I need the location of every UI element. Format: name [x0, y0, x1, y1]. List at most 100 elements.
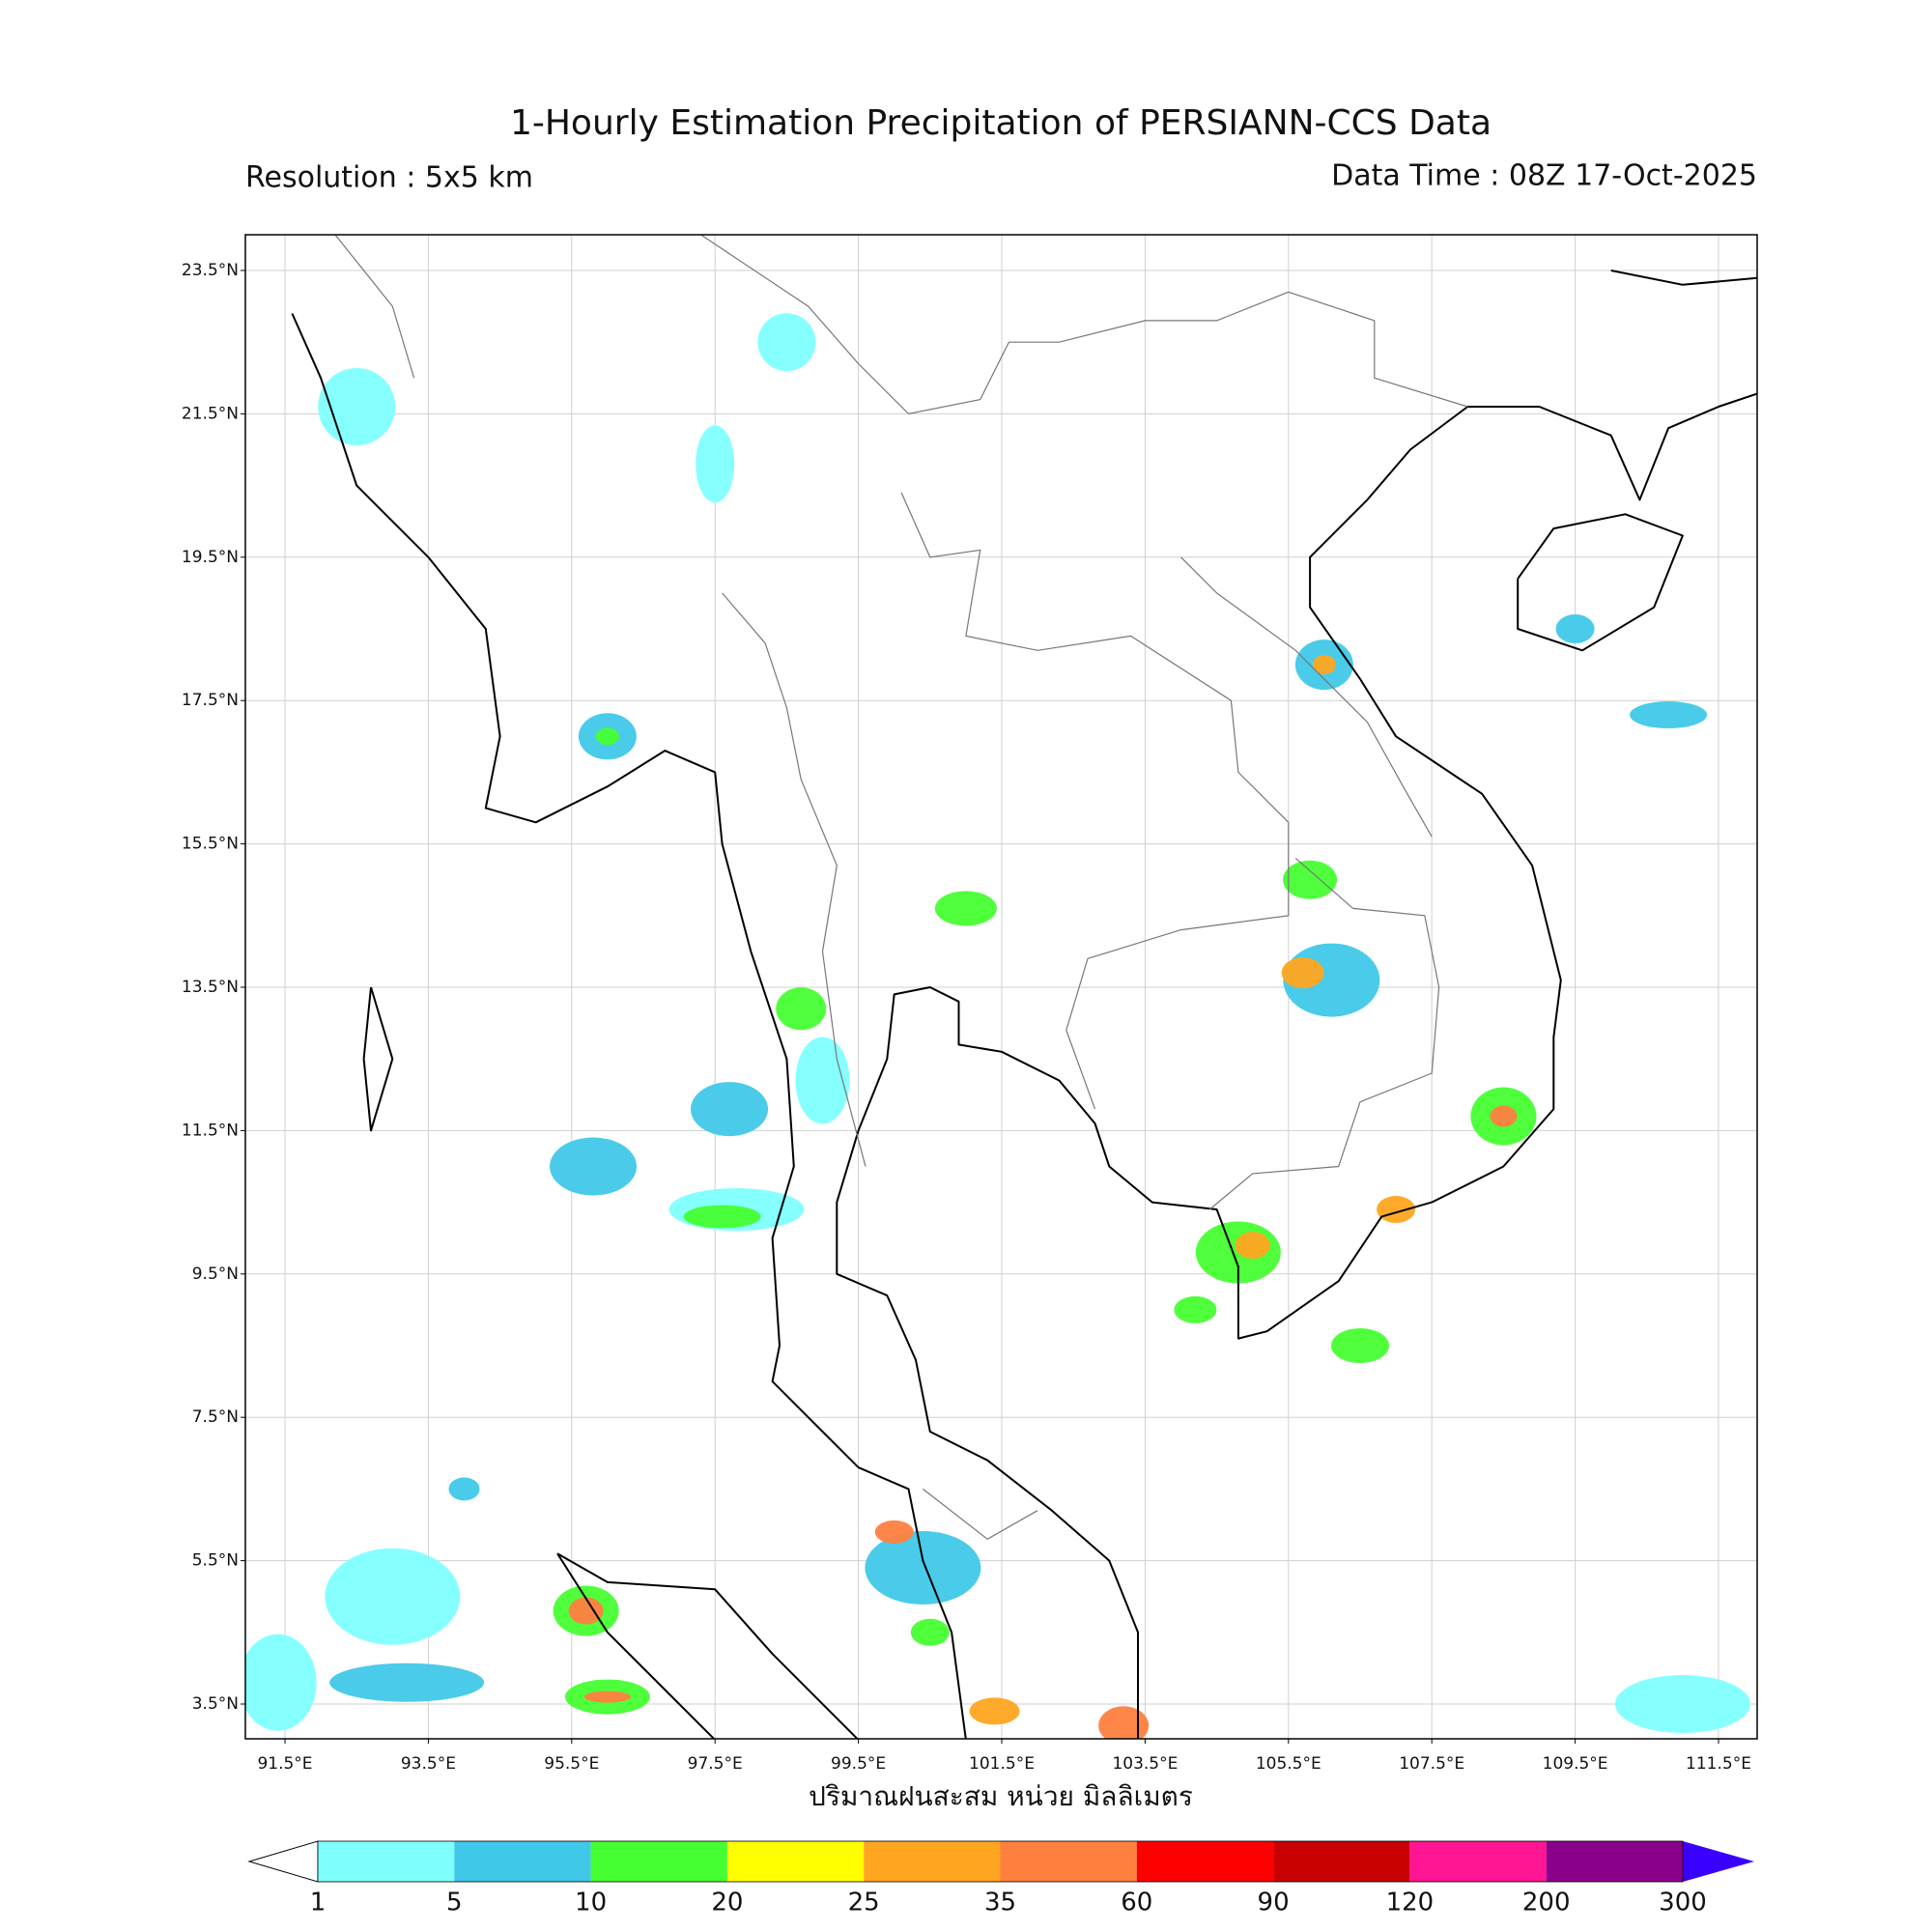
rain-cell — [1490, 1105, 1518, 1127]
rain-cell — [1331, 1328, 1389, 1363]
colorbar-label: 10 — [575, 1889, 607, 1918]
colorbar-label: 200 — [1522, 1889, 1571, 1918]
colorbar-label: 35 — [984, 1889, 1016, 1918]
rain-cell — [1555, 614, 1595, 643]
colorbar-segment — [726, 1841, 865, 1882]
lon-label: 109.5°E — [1543, 1754, 1608, 1774]
rain-cell — [1630, 701, 1708, 729]
colorbar-segment — [1136, 1841, 1274, 1882]
rain-cell — [1098, 1706, 1150, 1739]
lat-label: 11.5°N — [182, 1121, 239, 1140]
lat-label: 5.5°N — [192, 1551, 239, 1571]
coastline — [556, 1552, 859, 1739]
rain-cell — [595, 727, 619, 746]
rain-cell — [1174, 1295, 1217, 1323]
border — [923, 1488, 1038, 1541]
lon-label: 97.5°E — [688, 1754, 743, 1774]
lon-label: 111.5°E — [1686, 1754, 1751, 1774]
lat-label: 9.5°N — [192, 1264, 239, 1284]
rain-cell — [795, 1037, 850, 1124]
colorbar-segment — [590, 1841, 727, 1882]
lat-label: 21.5°N — [182, 404, 239, 423]
lat-label: 15.5°N — [182, 835, 239, 854]
x-axis-label: ปริมาณฝนสะสม หน่วย มิลลิเมตร — [809, 1780, 1193, 1812]
lat-label: 23.5°N — [182, 261, 239, 280]
rain-cell — [757, 313, 816, 372]
rain-cell — [1281, 957, 1324, 989]
colorbar-label: 20 — [711, 1889, 743, 1918]
rain-cell — [874, 1520, 914, 1544]
colorbar-label: 25 — [848, 1889, 880, 1918]
colorbar-segment — [1546, 1841, 1683, 1882]
lat-label: 7.5°N — [192, 1407, 239, 1427]
map-area: 23.5°N 21.5°N 19.5°N 17.5°N 15.5°N 13.5°N 11.5… — [182, 234, 1758, 1774]
title: 1-Hourly Estimation Precipitation of PER… — [510, 103, 1492, 143]
colorbar-segment — [864, 1841, 1001, 1882]
rain-cell — [325, 1548, 461, 1645]
colorbar-label: 5 — [446, 1889, 463, 1918]
rain-cell — [691, 1082, 769, 1137]
rain-cell — [1614, 1675, 1750, 1733]
data-time: Data Time : 08Z 17-Oct-2025 — [1331, 159, 1757, 193]
colorbar-segment — [318, 1841, 455, 1882]
rain-cell — [1312, 655, 1336, 675]
lon-label: 103.5°E — [1112, 1754, 1178, 1774]
border — [334, 235, 415, 379]
lat-label: 19.5°N — [182, 548, 239, 567]
coastline — [1517, 513, 1684, 652]
colorbar: 1 5 10 20 25 35 60 90 120 200 300 — [247, 1840, 1754, 1918]
rain-cell — [583, 1690, 631, 1703]
lon-label: 91.5°E — [257, 1754, 312, 1774]
coastline — [1610, 270, 1757, 286]
rain-cell — [865, 1531, 981, 1605]
rain-cell — [550, 1137, 638, 1196]
rain-cell — [1235, 1232, 1270, 1260]
rain-cell — [1283, 860, 1338, 899]
colorbar-label: 120 — [1386, 1889, 1435, 1918]
rain-cell — [696, 425, 735, 503]
lon-label: 95.5°E — [544, 1754, 599, 1774]
colorbar-outline — [317, 1840, 1684, 1883]
lon-label: 101.5°E — [969, 1754, 1035, 1774]
coastline — [362, 986, 394, 1132]
lon-label: 107.5°E — [1399, 1754, 1464, 1774]
rain-cell — [683, 1205, 761, 1229]
colorbar-label: 90 — [1258, 1889, 1290, 1918]
map-content — [245, 235, 1757, 1739]
lon-label: 105.5°E — [1256, 1754, 1321, 1774]
border — [1180, 556, 1433, 838]
border — [900, 492, 1290, 1110]
colorbar-segment — [1000, 1841, 1137, 1882]
coastline — [291, 313, 967, 1739]
coastline — [836, 392, 1757, 1739]
lat-label: 17.5°N — [182, 691, 239, 710]
rain-cell — [969, 1697, 1020, 1725]
colorbar-segment — [454, 1841, 591, 1882]
map-frame — [244, 234, 1758, 1740]
rain-cell — [910, 1618, 950, 1646]
lat-label: 13.5°N — [182, 978, 239, 997]
resolution: Resolution : 5x5 km — [245, 161, 533, 195]
lon-label: 99.5°E — [831, 1754, 886, 1774]
colorbar-over — [1683, 1841, 1754, 1882]
border — [722, 592, 867, 1167]
border — [1208, 857, 1440, 1210]
rain-cell — [448, 1477, 480, 1501]
rain-cell — [329, 1662, 485, 1702]
rain-cell — [776, 987, 827, 1031]
lat-label: 3.5°N — [192, 1694, 239, 1714]
rain-cell — [934, 891, 997, 926]
rain-cell — [568, 1597, 604, 1625]
border — [700, 235, 1468, 415]
colorbar-label: 60 — [1121, 1889, 1152, 1918]
colorbar-segment — [1273, 1841, 1410, 1882]
coastline — [556, 1552, 716, 1739]
colorbar-segment — [1409, 1841, 1547, 1882]
colorbar-label: 1 — [310, 1889, 327, 1918]
colorbar-label: 300 — [1659, 1889, 1707, 1918]
rain-cell — [245, 1634, 317, 1731]
lon-label: 93.5°E — [401, 1754, 456, 1774]
colorbar-under — [247, 1840, 319, 1883]
